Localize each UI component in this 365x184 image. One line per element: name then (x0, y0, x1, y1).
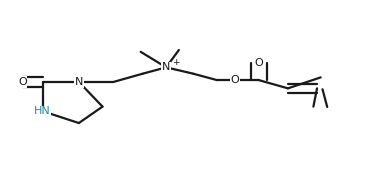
Text: O: O (18, 77, 27, 87)
Text: N: N (75, 77, 83, 87)
Text: N: N (162, 62, 170, 72)
Text: HN: HN (34, 106, 51, 116)
Text: O: O (231, 75, 239, 85)
Text: O: O (254, 58, 263, 68)
Text: +: + (173, 58, 180, 67)
